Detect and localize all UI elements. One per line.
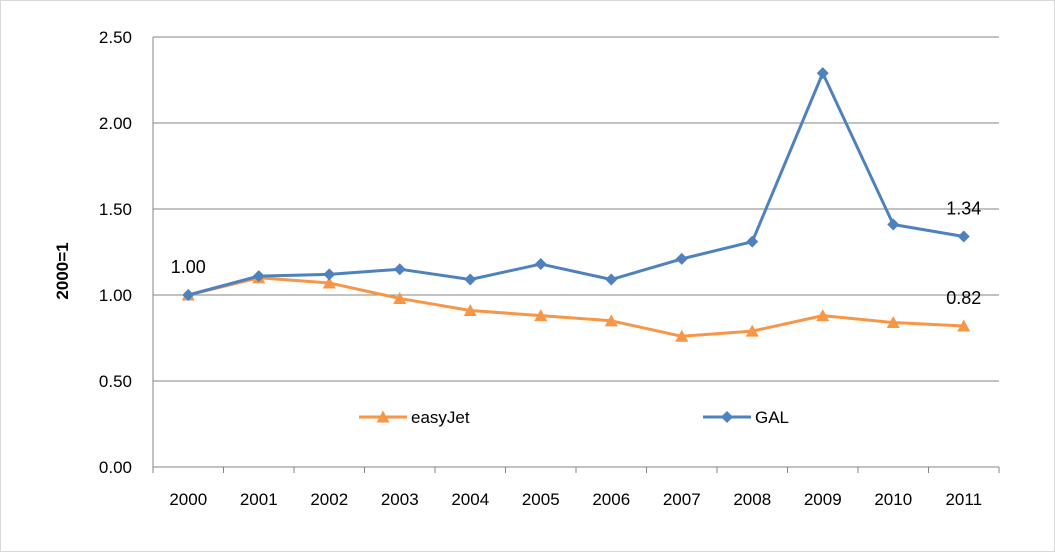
data-labels: 1.00 1.34 0.82 (171, 199, 982, 308)
gal-point (957, 230, 970, 243)
easyjet-line (187, 276, 964, 338)
x-tick-label: 2010 (874, 490, 912, 509)
gal-point (746, 235, 759, 248)
y-axis-ticks: 0.00 0.50 1.00 1.50 2.00 2.50 (99, 28, 132, 477)
axes (152, 37, 1000, 473)
x-tick-label: 2005 (522, 490, 560, 509)
easyjet-point (816, 309, 830, 322)
easyjet-point (534, 309, 548, 322)
x-tick-label: 2002 (310, 490, 348, 509)
y-tick-label: 1.50 (99, 200, 132, 219)
legend: easyJet GAL (359, 408, 789, 427)
y-axis-label: 2000=1 (53, 242, 72, 299)
x-tick-label: 2001 (240, 490, 278, 509)
easyjet-point (322, 276, 336, 289)
easyjet-point (393, 291, 407, 304)
legend-label: GAL (755, 408, 789, 427)
x-tick-label: 2009 (804, 490, 842, 509)
gal-point (675, 252, 688, 265)
x-tick-label: 2011 (945, 490, 982, 509)
x-tick-label: 2008 (733, 490, 771, 509)
gal-point (605, 273, 618, 286)
gal-point (534, 258, 547, 271)
series-markers (181, 67, 971, 342)
easyjet-point (886, 316, 900, 329)
gal-point (252, 270, 265, 283)
data-label: 1.00 (171, 257, 206, 277)
data-label: 1.34 (946, 199, 981, 219)
x-axis-ticks: 2000 2001 2002 2003 2004 2005 2006 2007 2008 2009… (169, 490, 982, 509)
data-label: 0.82 (946, 288, 981, 308)
gridlines (153, 36, 999, 382)
y-tick-label: 2.00 (99, 114, 132, 133)
gal-point (323, 268, 336, 281)
y-tick-label: 0.50 (99, 372, 132, 391)
y-tick-label: 2.50 (99, 28, 132, 47)
easyjet-point (604, 314, 618, 327)
legend-label: easyJet (411, 408, 470, 427)
legend-swatch-marker (376, 410, 390, 423)
gal-point (182, 289, 195, 301)
x-tick-label: 2000 (169, 490, 207, 509)
easyjet-point (745, 324, 759, 337)
x-tick-label: 2003 (381, 490, 419, 509)
x-tick-label: 2004 (451, 490, 489, 509)
x-tick-label: 2006 (592, 490, 630, 509)
gal-point (816, 67, 829, 80)
easyjet-point (957, 319, 971, 332)
series-lines (187, 71, 965, 338)
gal-point (464, 273, 477, 286)
gal-line (187, 71, 965, 297)
legend-swatch-marker (721, 411, 733, 423)
gal-point (887, 218, 900, 231)
gal-point (393, 263, 406, 276)
y-tick-label: 0.00 (99, 458, 132, 477)
easyjet-point (463, 303, 477, 317)
x-tick-label: 2007 (663, 490, 701, 509)
easyjet-point (675, 329, 689, 342)
y-tick-label: 1.00 (99, 286, 132, 305)
